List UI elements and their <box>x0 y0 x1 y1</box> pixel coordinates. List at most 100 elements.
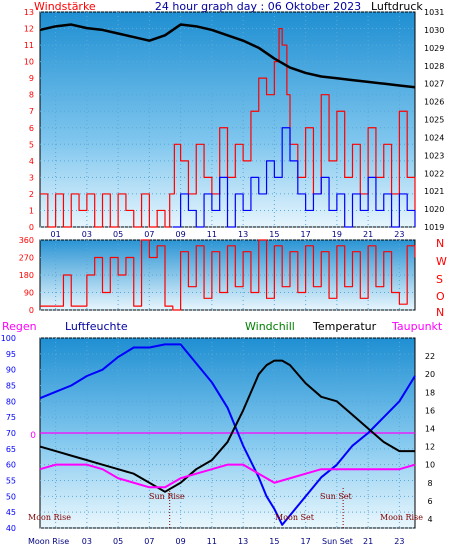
top-x-tick-label: 13 <box>238 230 248 239</box>
top-x-tick-label: 21 <box>363 230 373 239</box>
top-right-tick-label: 1020 <box>424 205 444 214</box>
bot-left-tick-label: 40 <box>6 524 16 533</box>
top-right-tick-label: 1026 <box>424 98 444 107</box>
top-right-tick-label: 1029 <box>424 44 444 53</box>
top-x-tick-label: 07 <box>144 230 154 239</box>
top-left-tick-label: 13 <box>24 8 34 17</box>
axis-moon-rise: Moon Rise <box>28 537 69 546</box>
event-moon-set: Moon Set <box>275 513 315 522</box>
bot-x-tick-label: 09 <box>176 537 186 546</box>
top-left-tick-label: 11 <box>24 41 34 50</box>
legend-dewpoint: Taupunkt <box>391 320 443 333</box>
axis-sun-set: Sun Set <box>322 537 353 546</box>
bot-right-tick-label: 14 <box>425 424 435 433</box>
top-right-tick-label: 1019 <box>424 223 444 232</box>
bot-x-tick-label: 03 <box>82 537 92 546</box>
legend-temperature: Temperatur <box>312 320 377 333</box>
rain-zero-label: 0 <box>30 431 36 441</box>
bot-right-tick-label: 4 <box>427 515 432 524</box>
bot-x-tick-label: 11 <box>207 537 217 546</box>
chart-title: 24 hour graph day : 06 Oktober 2023 <box>155 0 361 13</box>
bot-right-tick-label: 16 <box>425 406 435 415</box>
top-x-tick-label: 11 <box>207 230 217 239</box>
top-left-tick-label: 8 <box>29 91 34 100</box>
top-left-tick-label: 12 <box>24 25 34 34</box>
bot-left-tick-label: 85 <box>6 382 16 391</box>
top-right-tick-label: 1028 <box>424 62 444 71</box>
top-left-tick-label: 4 <box>29 157 34 166</box>
bot-left-tick-label: 65 <box>6 445 16 454</box>
event-sun-rise: Sun Rise <box>149 492 185 501</box>
compass-n-top: N <box>436 237 444 250</box>
top-right-tick-label: 1023 <box>424 151 444 160</box>
dir-tick-label: 180 <box>19 271 34 280</box>
top-right-tick-label: 1027 <box>424 80 444 89</box>
top-series-gust <box>172 127 416 228</box>
event-moon-rise-right: Moon Rise <box>380 513 423 522</box>
bot-right-tick-label: 6 <box>427 497 432 506</box>
bot-right-tick-label: 12 <box>425 443 435 452</box>
compass-n-bottom: N <box>436 306 444 319</box>
top-right-tick-label: 1022 <box>424 169 444 178</box>
bot-series-temperature <box>39 359 415 493</box>
tick-labels: 0123456789101112131019102010211022102310… <box>1 8 445 546</box>
top-left-tick-label: 7 <box>29 107 34 116</box>
top-right-tick-label: 1031 <box>424 8 444 17</box>
dir-tick-label: 360 <box>19 236 34 245</box>
bot-left-tick-label: 45 <box>6 508 16 517</box>
top-x-tick-label: 01 <box>51 230 61 239</box>
bot-x-tick-label: 13 <box>238 537 248 546</box>
top-series-pressure <box>39 23 416 89</box>
top-left-tick-label: 5 <box>29 140 34 149</box>
top-left-tick-label: 1 <box>29 206 34 215</box>
top-left-tick-label: 10 <box>24 58 34 67</box>
bot-series-dewpoint <box>39 463 416 489</box>
bot-x-tick-label: 17 <box>301 537 311 546</box>
top-x-tick-label: 03 <box>82 230 92 239</box>
bot-left-tick-label: 50 <box>6 492 16 501</box>
bot-left-tick-label: 60 <box>6 461 16 470</box>
top-series-wind <box>40 27 416 228</box>
dir-tick-label: 90 <box>24 289 34 298</box>
data-marks <box>39 23 416 528</box>
top-x-tick-label: 05 <box>113 230 123 239</box>
bot-left-tick-label: 55 <box>6 477 16 486</box>
compass-o: O <box>436 290 445 303</box>
event-moon-rise-left: Moon Rise <box>28 513 71 522</box>
top-left-tick-label: 2 <box>29 190 34 199</box>
bot-left-tick-label: 75 <box>6 413 16 422</box>
bot-x-tick-label: 15 <box>269 537 279 546</box>
event-sun-set: Sun Set <box>320 492 353 501</box>
pressure-label: Luftdruck <box>371 0 423 13</box>
top-right-tick-label: 1024 <box>424 133 444 142</box>
top-right-tick-label: 1021 <box>424 187 444 196</box>
top-x-tick-label: 19 <box>332 230 342 239</box>
legend-rain: Regen <box>2 320 37 333</box>
bot-left-tick-label: 100 <box>1 334 16 343</box>
legend-windchill: Windchill <box>245 320 295 333</box>
dir-tick-label: 270 <box>19 254 34 263</box>
bot-left-tick-label: 95 <box>6 350 16 359</box>
bot-right-tick-label: 8 <box>427 479 432 488</box>
dir-tick-label: 0 <box>29 306 34 315</box>
legend-humidity: Luftfeuchte <box>65 320 128 333</box>
top-x-tick-label: 17 <box>301 230 311 239</box>
top-left-tick-label: 6 <box>29 124 34 133</box>
bot-left-tick-label: 70 <box>6 429 16 438</box>
top-right-tick-label: 1025 <box>424 116 444 125</box>
bot-left-tick-label: 90 <box>6 366 16 375</box>
top-left-tick-label: 9 <box>29 74 34 83</box>
bot-x-tick-label: 05 <box>113 537 123 546</box>
bot-x-tick-label: 23 <box>394 537 404 546</box>
wind-strength-label: Windstärke <box>34 0 96 13</box>
compass-s: S <box>436 273 443 286</box>
top-left-tick-label: 3 <box>29 173 34 182</box>
bot-right-tick-label: 22 <box>425 352 435 361</box>
top-x-tick-label: 23 <box>394 230 404 239</box>
bot-x-tick-label: 21 <box>363 537 373 546</box>
dir-series-wind_direction <box>40 239 416 311</box>
top-x-tick-label: 15 <box>269 230 279 239</box>
bot-right-tick-label: 20 <box>425 370 435 379</box>
